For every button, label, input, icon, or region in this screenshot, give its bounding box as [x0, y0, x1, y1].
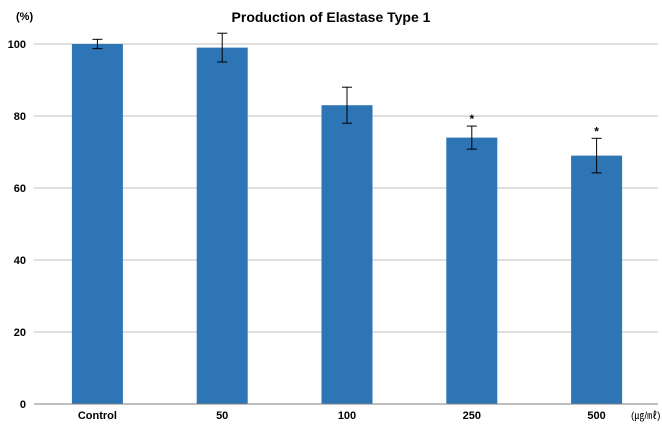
y-tick-label: 20: [14, 327, 26, 339]
x-tick-label: Control: [78, 410, 117, 422]
x-tick-label: 100: [338, 410, 356, 422]
x-axis-ticks: Control 50 100 250 500: [78, 410, 606, 422]
x-axis-unit-label: (㎍/㎖): [631, 410, 660, 422]
y-tick-label: 60: [14, 183, 26, 195]
error-bars: [92, 32, 602, 174]
y-axis-ticks: 0 20 40 60 80 100: [8, 39, 26, 411]
bar: [446, 137, 498, 404]
y-tick-label: 0: [20, 399, 26, 411]
error-bar: [591, 137, 602, 174]
error-bar: [342, 86, 352, 124]
y-tick-label: 80: [14, 111, 26, 123]
x-tick-label: 250: [463, 410, 481, 422]
chart-title: Production of Elastase Type 1: [232, 9, 431, 25]
bar: [571, 155, 623, 404]
bar: [196, 47, 248, 404]
y-axis-unit-label: (%): [16, 11, 33, 23]
bars: [71, 44, 623, 404]
bar: [71, 44, 123, 404]
x-tick-label: 500: [587, 410, 605, 422]
error-bar: [92, 38, 103, 50]
error-bar: [217, 32, 228, 63]
bar: [321, 105, 373, 404]
x-tick-label: 50: [216, 410, 228, 422]
error-bar: [466, 125, 477, 150]
y-tick-label: 100: [8, 39, 26, 51]
significance-marks: **: [469, 112, 599, 138]
significance-asterisk: *: [594, 124, 599, 138]
significance-asterisk: *: [469, 112, 474, 126]
y-tick-label: 40: [14, 255, 26, 267]
